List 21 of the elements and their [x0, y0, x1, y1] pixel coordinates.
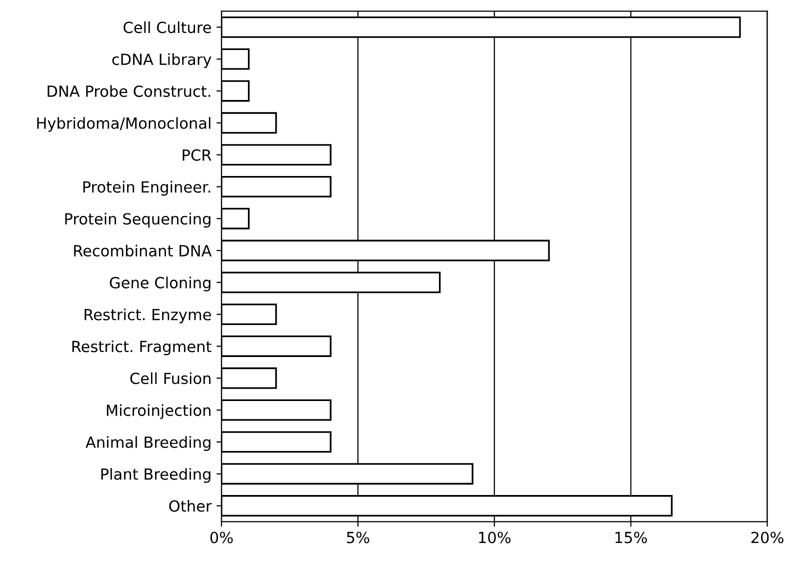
y-tick-label: Recombinant DNA — [74, 244, 212, 257]
y-tick-label: Other — [169, 500, 212, 512]
y-tick-label: Animal Breeding — [86, 436, 210, 451]
y-tick-label: Restrict. Fragment — [72, 340, 212, 356]
y-tick-label: Protein Engineer. — [83, 180, 210, 196]
y-tick-label: Restrict. Enzyme — [84, 308, 211, 324]
x-tick-label: 10% — [479, 532, 511, 544]
y-tick-label: Plant Breeding — [101, 468, 210, 483]
y-tick-label: Gene Cloning — [110, 276, 210, 292]
y-tick-label: PCR — [182, 149, 212, 161]
x-tick-label: 5% — [346, 532, 370, 544]
x-tick-label: 15% — [616, 532, 647, 544]
y-tick-label: Hybridoma/Monoclonal — [37, 117, 210, 132]
x-tick-label: 20% — [751, 532, 784, 544]
y-tick-label: DNA Probe Construct. — [48, 85, 210, 98]
y-tick-label: Protein Sequencing — [65, 212, 210, 228]
y-tick-label: Microinjection — [106, 404, 210, 420]
y-tick-label: Cell Culture — [124, 21, 211, 34]
y-tick-label: Cell Fusion — [130, 372, 210, 384]
y-tick-label: cDNA Library — [112, 53, 212, 68]
x-tick-label: 0% — [210, 532, 233, 544]
